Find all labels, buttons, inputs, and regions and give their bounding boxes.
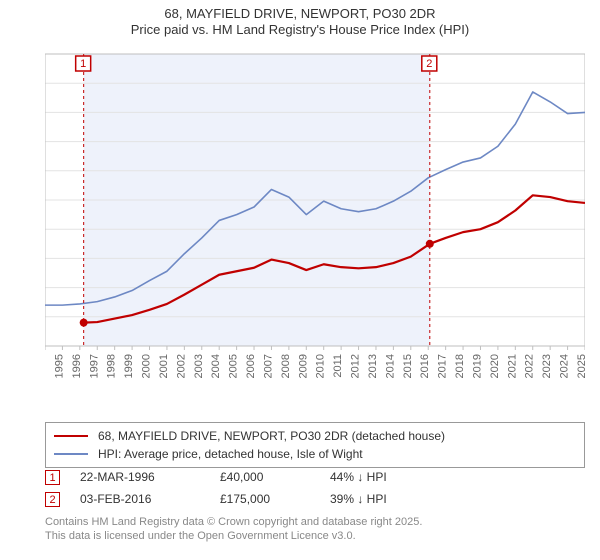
svg-text:2007: 2007 [262,354,274,378]
svg-text:2001: 2001 [158,354,170,378]
svg-text:2012: 2012 [350,354,362,378]
legend-label: 68, MAYFIELD DRIVE, NEWPORT, PO30 2DR (d… [98,429,445,443]
svg-text:2010: 2010 [315,354,327,378]
svg-text:2011: 2011 [332,354,344,378]
sale-date: 22-MAR-1996 [80,470,220,484]
footnote-line2: This data is licensed under the Open Gov… [45,530,422,544]
svg-text:2013: 2013 [367,354,379,378]
legend-swatch [54,435,88,437]
svg-text:2015: 2015 [402,354,414,378]
sale-price: £40,000 [220,470,330,484]
title-line1: 68, MAYFIELD DRIVE, NEWPORT, PO30 2DR [0,6,600,22]
svg-text:2000: 2000 [141,354,153,378]
svg-text:1995: 1995 [53,354,65,378]
svg-text:2004: 2004 [210,354,222,378]
svg-text:2: 2 [426,58,432,70]
title-line2: Price paid vs. HM Land Registry's House … [0,22,600,38]
svg-text:2024: 2024 [559,354,571,378]
svg-text:2008: 2008 [280,354,292,378]
svg-text:1996: 1996 [71,354,83,378]
footnote: Contains HM Land Registry data © Crown c… [45,516,422,544]
svg-text:2022: 2022 [524,354,536,378]
svg-text:2023: 2023 [541,354,553,378]
svg-text:2006: 2006 [245,354,257,378]
svg-text:2003: 2003 [193,354,205,378]
table-row: 1 22-MAR-1996 £40,000 44% ↓ HPI [45,466,585,488]
legend: 68, MAYFIELD DRIVE, NEWPORT, PO30 2DR (d… [45,422,585,468]
svg-text:2014: 2014 [384,354,396,378]
footnote-line1: Contains HM Land Registry data © Crown c… [45,516,422,530]
svg-text:1999: 1999 [123,354,135,378]
svg-text:2017: 2017 [437,354,449,378]
svg-text:1998: 1998 [106,354,118,378]
chart-container: 68, MAYFIELD DRIVE, NEWPORT, PO30 2DR Pr… [0,0,600,560]
svg-text:2020: 2020 [489,354,501,378]
legend-label: HPI: Average price, detached house, Isle… [98,447,363,461]
svg-text:1997: 1997 [88,354,100,378]
sale-marker-icon: 1 [45,470,60,485]
svg-text:1: 1 [80,58,86,70]
legend-item: HPI: Average price, detached house, Isle… [54,445,576,463]
sale-date: 03-FEB-2016 [80,492,220,506]
svg-text:2016: 2016 [419,354,431,378]
table-row: 2 03-FEB-2016 £175,000 39% ↓ HPI [45,488,585,510]
svg-text:2021: 2021 [506,354,518,378]
sales-table: 1 22-MAR-1996 £40,000 44% ↓ HPI 2 03-FEB… [45,466,585,510]
title-block: 68, MAYFIELD DRIVE, NEWPORT, PO30 2DR Pr… [0,0,600,39]
svg-text:2025: 2025 [576,354,585,378]
legend-item: 68, MAYFIELD DRIVE, NEWPORT, PO30 2DR (d… [54,427,576,445]
svg-text:1994: 1994 [45,354,48,378]
svg-text:2018: 2018 [454,354,466,378]
svg-text:2009: 2009 [297,354,309,378]
sale-diff: 44% ↓ HPI [330,470,450,484]
svg-text:2005: 2005 [228,354,240,378]
svg-text:2019: 2019 [471,354,483,378]
sale-price: £175,000 [220,492,330,506]
sale-marker-icon: 2 [45,492,60,507]
svg-text:2002: 2002 [175,354,187,378]
price-chart: £0£50K£100K£150K£200K£250K£300K£350K£400… [45,48,585,388]
sale-diff: 39% ↓ HPI [330,492,450,506]
legend-swatch [54,453,88,455]
